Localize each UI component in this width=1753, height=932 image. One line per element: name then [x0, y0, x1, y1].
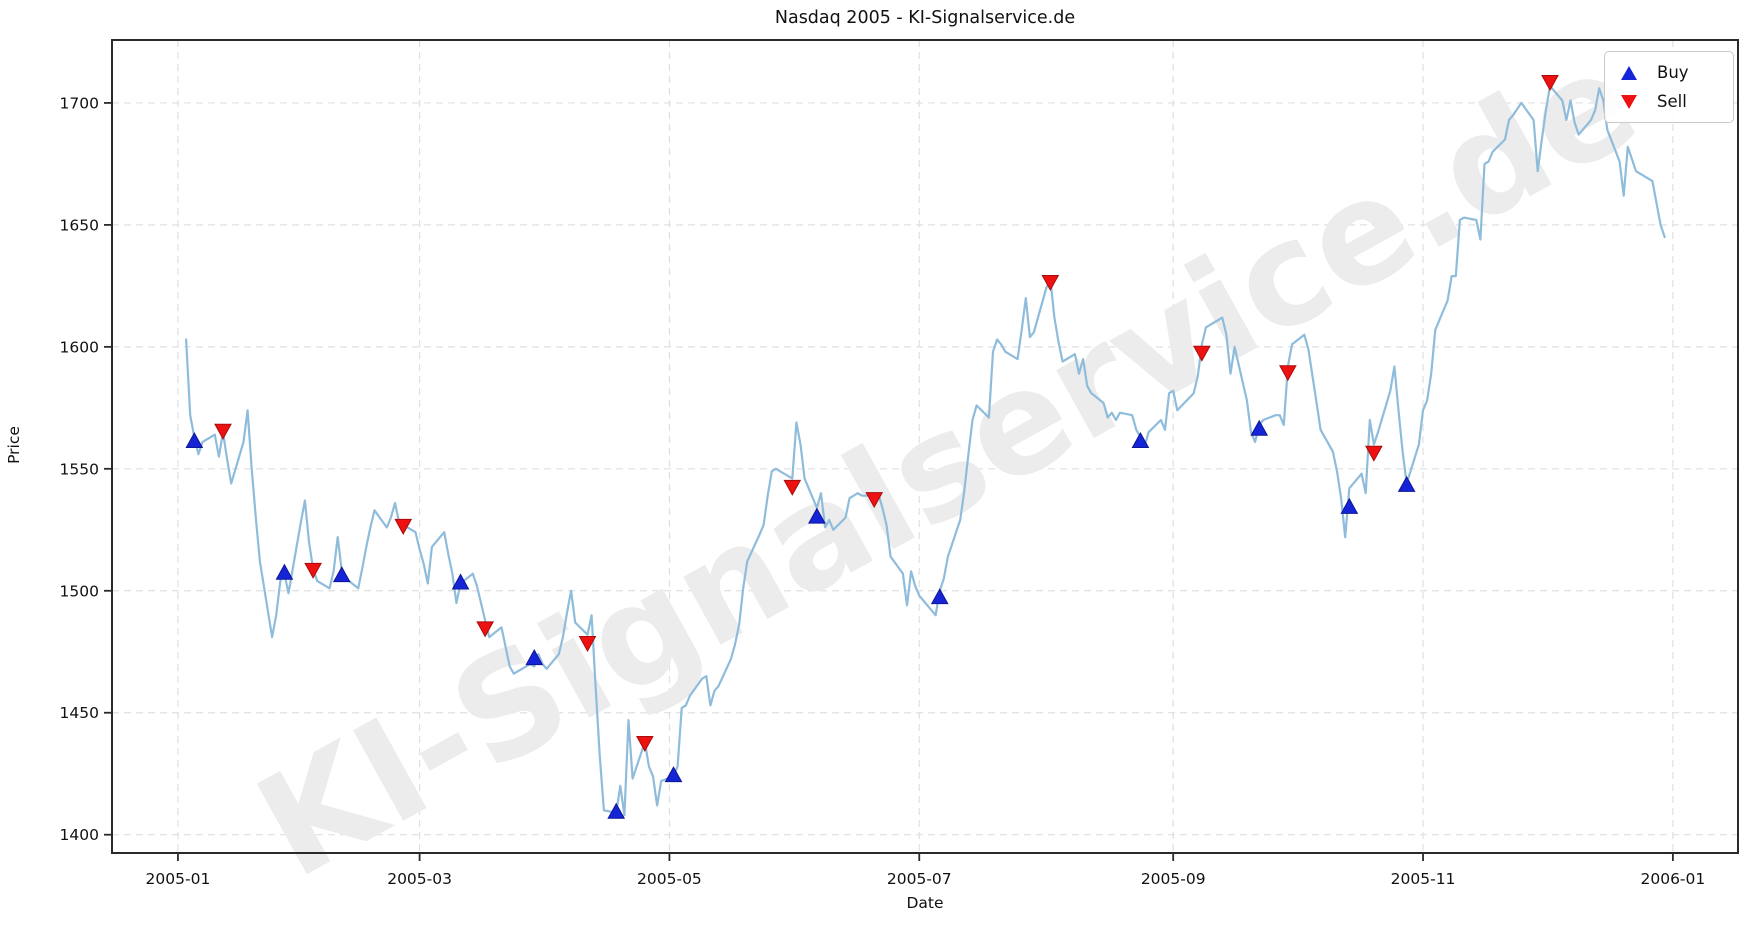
- x-tick-label: 2005-03: [387, 870, 452, 888]
- x-tick-label: 2006-01: [1640, 870, 1705, 888]
- buy-marker: [664, 766, 683, 783]
- x-tick-label: 2005-09: [1141, 870, 1206, 888]
- chart-title: Nasdaq 2005 - KI-Signalservice.de: [774, 8, 1076, 28]
- buy-marker: [451, 573, 470, 590]
- sell-marker: [214, 423, 232, 440]
- buy-marker: [525, 649, 544, 666]
- watermark-text: KI-Signalservice.de: [232, 17, 1663, 910]
- sell-marker: [1279, 365, 1297, 382]
- buy-triangle-icon: [1617, 65, 1641, 80]
- y-tick-label: 1650: [60, 216, 99, 234]
- sell-marker: [1541, 74, 1559, 92]
- legend: Buy Sell: [1604, 51, 1734, 123]
- buy-marker: [930, 588, 949, 605]
- x-tick-label: 2005-11: [1391, 870, 1456, 888]
- buy-marker: [1397, 475, 1416, 492]
- buy-marker: [808, 507, 826, 524]
- sell-marker: [578, 636, 597, 653]
- buy-marker: [275, 563, 294, 580]
- sell-marker: [476, 621, 494, 638]
- y-axis-label: Price: [5, 426, 23, 464]
- buy-marker: [185, 431, 204, 448]
- sell-marker: [783, 479, 802, 496]
- x-tick-label: 2005-01: [146, 870, 211, 888]
- legend-item-sell: Sell: [1617, 87, 1733, 116]
- legend-buy-label: Buy: [1657, 63, 1689, 82]
- buy-marker: [1250, 419, 1269, 436]
- x-axis-label: Date: [906, 894, 944, 912]
- sell-marker: [865, 492, 884, 509]
- sell-marker: [1041, 274, 1060, 292]
- y-tick-label: 1550: [60, 460, 99, 478]
- sell-marker: [304, 562, 322, 579]
- sell-triangle-icon: [1617, 94, 1641, 109]
- buy-marker: [1340, 497, 1359, 514]
- y-tick-label: 1700: [60, 94, 99, 112]
- legend-sell-label: Sell: [1657, 92, 1687, 111]
- buy-marker: [1131, 431, 1150, 448]
- sell-marker: [394, 518, 413, 535]
- legend-item-buy: Buy: [1617, 58, 1733, 87]
- y-tick-label: 1600: [60, 338, 99, 356]
- y-tick-label: 1400: [60, 826, 99, 844]
- x-tick-label: 2005-07: [887, 870, 952, 888]
- buy-marker: [607, 802, 626, 819]
- sell-marker: [636, 736, 654, 753]
- y-tick-label: 1500: [60, 582, 99, 600]
- y-tick-label: 1450: [60, 704, 99, 722]
- price-line: [185, 84, 1666, 817]
- sell-marker: [1193, 345, 1211, 362]
- sell-marker: [1365, 445, 1383, 462]
- buy-marker: [332, 566, 351, 583]
- x-tick-label: 2005-05: [637, 870, 702, 888]
- plot-border: [111, 39, 1739, 854]
